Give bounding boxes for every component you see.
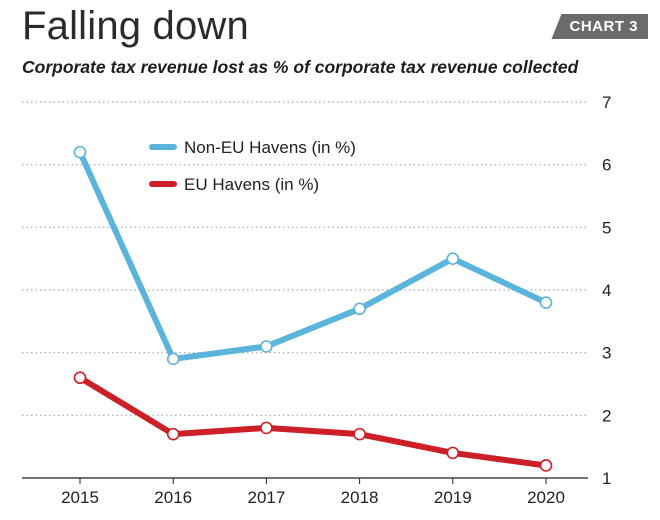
x-tick-label: 2019 [434, 488, 472, 507]
chart-number-badge: CHART 3 [551, 14, 648, 39]
axis-layer: 1 2 3 4 5 6 7 2015 2016 2017 2018 2019 2020 [61, 93, 611, 507]
legend: Non-EU Havens (in %) EU Havens (in %) [149, 138, 356, 194]
y-tick-label: 3 [602, 344, 611, 363]
x-tick-label: 2017 [247, 488, 285, 507]
legend-label: EU Havens (in %) [184, 175, 319, 194]
x-tick-label: 2016 [154, 488, 192, 507]
y-tick-label: 6 [602, 156, 611, 175]
data-point [73, 145, 87, 159]
data-point [73, 371, 87, 385]
series-layer [73, 145, 553, 472]
data-point [260, 340, 273, 353]
legend-label: Non-EU Havens (in %) [184, 138, 356, 157]
data-point [260, 421, 273, 435]
data-point [166, 427, 180, 441]
data-point [539, 459, 553, 472]
grid-layer [22, 101, 588, 479]
x-tick-label: 2015 [61, 488, 99, 507]
chart-subtitle: Corporate tax revenue lost as % of corpo… [22, 57, 579, 77]
y-tick-label: 5 [602, 218, 611, 237]
data-point [353, 427, 366, 441]
data-point [539, 296, 553, 309]
series-line [77, 374, 549, 469]
y-tick-label: 2 [602, 406, 611, 425]
y-tick-label: 1 [602, 469, 611, 488]
x-tick-label: 2020 [527, 488, 565, 507]
data-point [166, 352, 180, 366]
series-line [77, 149, 549, 362]
y-tick-label: 4 [602, 281, 611, 300]
data-point [446, 446, 460, 460]
y-tick-label: 7 [602, 93, 611, 112]
x-tick-label: 2018 [341, 488, 379, 507]
data-point [446, 252, 460, 265]
data-point [353, 302, 366, 316]
chart-title: Falling down [22, 4, 249, 48]
